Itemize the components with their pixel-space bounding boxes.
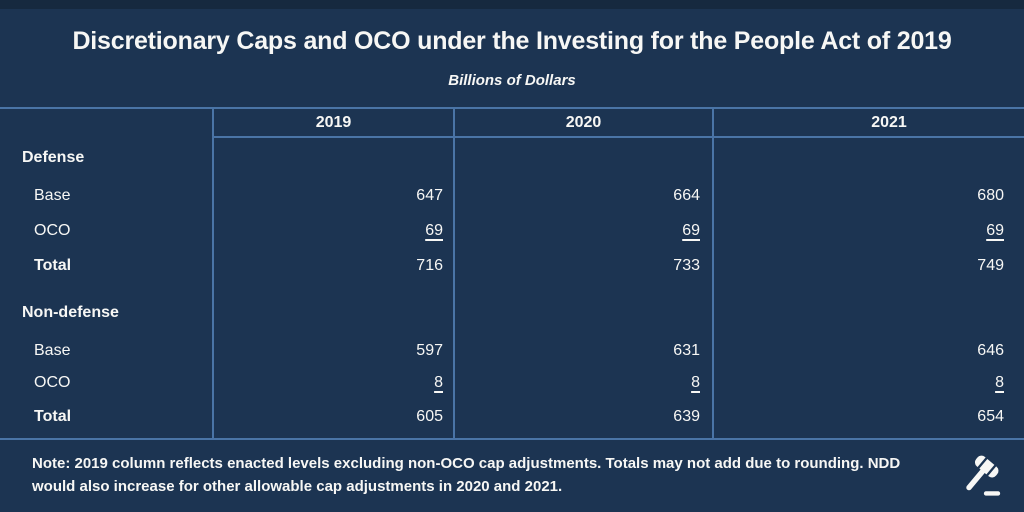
- table-cell-value: 69: [453, 213, 712, 248]
- table-cell-value: 733: [453, 248, 712, 284]
- value-defense-total-2019: 716: [416, 257, 443, 274]
- value-nondefense-oco-2021: 8: [995, 374, 1004, 391]
- caps-table: 2019 2020 2021 Defense Base 647 664 680 …: [0, 107, 1024, 440]
- table-cell-value: 646: [712, 334, 1024, 367]
- page-subtitle: Billions of Dollars: [448, 72, 576, 89]
- row-label-nondefense-oco: OCO: [34, 374, 71, 391]
- table-cell-empty: [212, 138, 453, 178]
- table-cell-empty: [712, 284, 1024, 334]
- value-defense-total-2020: 733: [673, 257, 700, 274]
- value-defense-oco-2021: 69: [986, 221, 1004, 239]
- table-cell-value: 8: [453, 367, 712, 399]
- page-title: Discretionary Caps and OCO under the Inv…: [72, 27, 952, 55]
- table-cell-value: 69: [712, 213, 1024, 248]
- table-cell-value: 654: [712, 399, 1024, 435]
- row-label-defense-total: Total: [34, 257, 72, 274]
- gavel-icon: [966, 455, 1001, 496]
- row-label-nondefense-total: Total: [34, 408, 72, 425]
- table-cell-value: 631: [453, 334, 712, 367]
- table-cell-value: 639: [453, 399, 712, 435]
- table-cell-value: 605: [212, 399, 453, 435]
- value-nondefense-base-2021: 646: [977, 341, 1004, 359]
- table-cell-value: 716: [212, 248, 453, 284]
- column-header-2021: 2021: [712, 109, 1024, 138]
- table-cell-empty: [712, 138, 1024, 178]
- value-nondefense-oco-2019: 8: [434, 374, 443, 391]
- table-cell-empty: [212, 284, 453, 334]
- value-defense-oco-2019: 69: [425, 221, 443, 239]
- value-nondefense-total-2020: 639: [673, 408, 700, 425]
- row-label-defense-oco: OCO: [34, 221, 71, 239]
- value-nondefense-base-2019: 597: [416, 341, 443, 359]
- table-cell-value: 647: [212, 178, 453, 213]
- value-defense-base-2021: 680: [977, 186, 1004, 204]
- value-nondefense-oco-2020: 8: [691, 374, 700, 391]
- section-header-defense: Defense: [22, 149, 85, 166]
- table-cell-value: 664: [453, 178, 712, 213]
- table-cell-empty: [0, 435, 212, 438]
- value-nondefense-base-2020: 631: [673, 341, 700, 359]
- value-defense-oco-2020: 69: [682, 221, 700, 239]
- section-header-non-defense: Non-defense: [22, 304, 119, 321]
- table-cell-empty: [453, 284, 712, 334]
- column-header-2020: 2020: [453, 109, 712, 138]
- table-cell-empty: [0, 109, 212, 138]
- row-label-defense-base: Base: [34, 186, 71, 204]
- top-accent-strip: [0, 0, 1024, 9]
- value-defense-total-2021: 749: [977, 257, 1004, 274]
- value-defense-base-2020: 664: [673, 186, 700, 204]
- table-cell-empty: [453, 435, 712, 438]
- value-nondefense-total-2021: 654: [977, 408, 1004, 425]
- value-defense-base-2019: 647: [416, 186, 443, 204]
- table-cell-empty: [453, 138, 712, 178]
- column-header-2019: 2019: [212, 109, 453, 138]
- table-cell-value: 680: [712, 178, 1024, 213]
- table-cell-value: 69: [212, 213, 453, 248]
- table-cell-value: 8: [712, 367, 1024, 399]
- table-cell-value: 8: [212, 367, 453, 399]
- table-cell-empty: [712, 435, 1024, 438]
- row-label-nondefense-base: Base: [34, 341, 71, 359]
- value-nondefense-total-2019: 605: [416, 408, 443, 425]
- table-cell-value: 749: [712, 248, 1024, 284]
- footnote: Note: 2019 column reflects enacted level…: [32, 455, 901, 495]
- table-cell-value: 597: [212, 334, 453, 367]
- table-cell-empty: [212, 435, 453, 438]
